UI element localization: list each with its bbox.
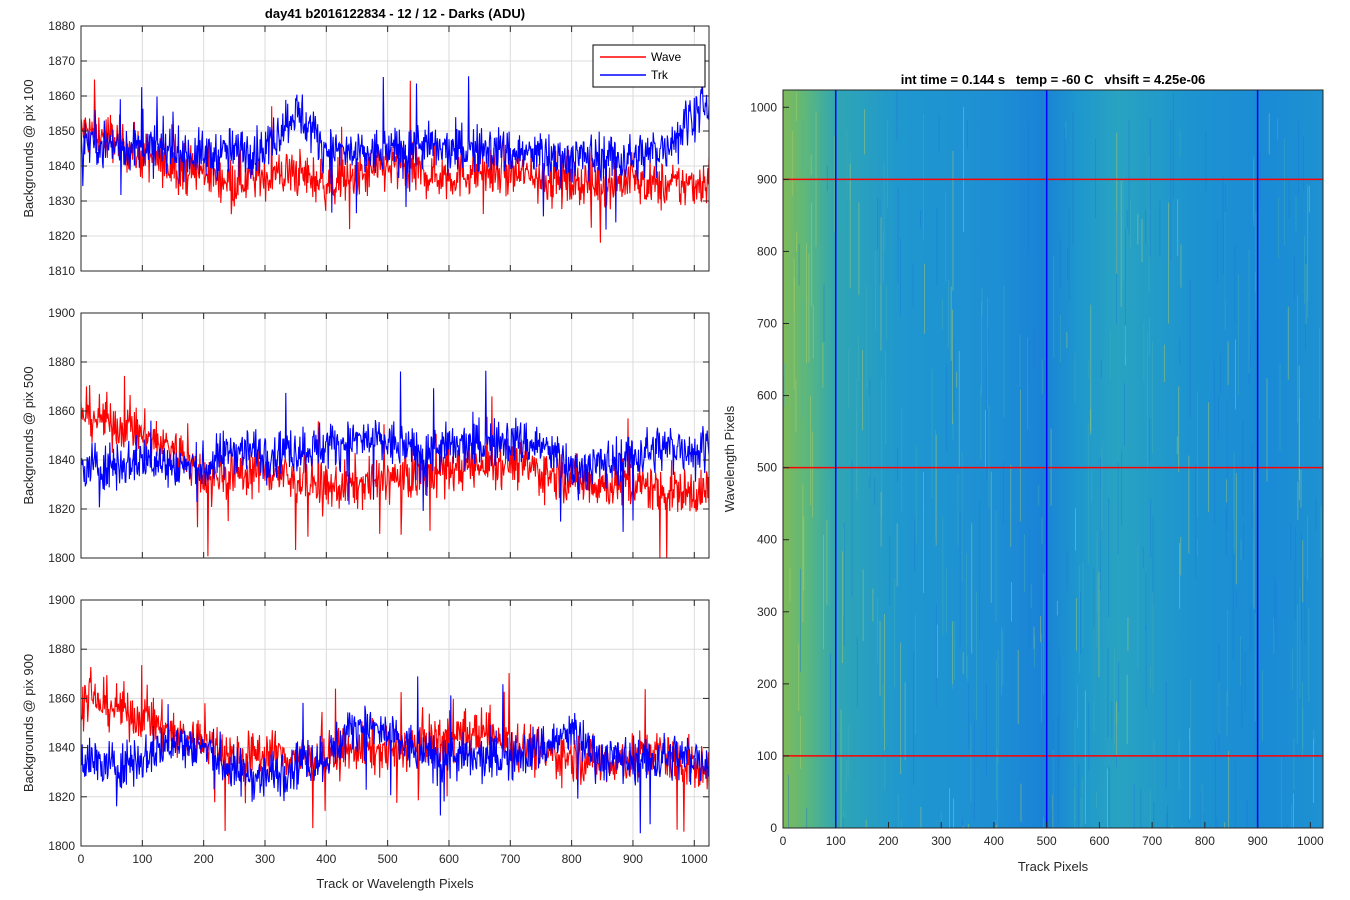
- x-tick-label: 1000: [1297, 834, 1324, 848]
- y-tick-label: 200: [757, 677, 777, 691]
- x-tick-label: 400: [316, 852, 336, 866]
- x-tick-label: 0: [78, 852, 85, 866]
- y-tick-label: 700: [757, 317, 777, 331]
- y-tick-label: 1900: [48, 593, 75, 607]
- y-axis-label: Backgrounds @ pix 900: [21, 654, 36, 792]
- y-tick-label: 1860: [48, 404, 75, 418]
- x-tick-label: 900: [623, 852, 643, 866]
- y-tick-label: 1810: [48, 264, 75, 278]
- y-tick-label: 1000: [750, 100, 777, 114]
- axes-frame: [80, 25, 710, 272]
- x-tick-label: 500: [378, 852, 398, 866]
- legend-trk-label: Trk: [651, 68, 669, 82]
- plot-area: [81, 600, 709, 846]
- y-tick-label: 1800: [48, 839, 75, 853]
- y-tick-label: 400: [757, 533, 777, 547]
- line-panel-2: 1800 1820 1840 1860 1880 1900 Backgrounds @ pi…: [21, 306, 710, 565]
- y-tick-label: 1820: [48, 229, 75, 243]
- x-tick-label: 300: [931, 834, 951, 848]
- y-axis-label: Backgrounds @ pix 500: [21, 366, 36, 504]
- x-tick-label: 600: [1089, 834, 1109, 848]
- heatmap-xlabel: Track Pixels: [1018, 859, 1089, 874]
- y-tick-label: 0: [770, 821, 777, 835]
- series-line-trk: [81, 76, 709, 230]
- legend-wave-label: Wave: [651, 50, 682, 64]
- y-axis-label: Backgrounds @ pix 100: [21, 79, 36, 217]
- heatmap-streaks: [783, 91, 1322, 828]
- y-tick-label: 600: [757, 389, 777, 403]
- y-tick-label: 300: [757, 605, 777, 619]
- y-tick-label: 1840: [48, 453, 75, 467]
- y-tick-label: 1860: [48, 89, 75, 103]
- heatmap-title: int time = 0.144 s temp = -60 C vhsift =…: [901, 72, 1206, 87]
- figure-title: day41 b2016122834 - 12 / 12 - Darks (ADU…: [265, 6, 525, 21]
- y-tick-label: 900: [757, 172, 777, 186]
- y-tick-label: 800: [757, 244, 777, 258]
- x-tick-label: 100: [826, 834, 846, 848]
- x-tick-label: 800: [1195, 834, 1215, 848]
- y-tick-label: 1880: [48, 355, 75, 369]
- x-tick-label: 300: [255, 852, 275, 866]
- y-tick-label: 1830: [48, 194, 75, 208]
- y-tick-label: 1870: [48, 54, 75, 68]
- heatmap-image: [783, 90, 1323, 828]
- x-tick-label: 900: [1248, 834, 1268, 848]
- y-tick-label: 1840: [48, 159, 75, 173]
- y-tick-label: 1820: [48, 790, 75, 804]
- y-tick-label: 500: [757, 461, 777, 475]
- series-line-trk: [81, 676, 709, 834]
- x-tick-label: 800: [562, 852, 582, 866]
- x-tick-label: 100: [132, 852, 152, 866]
- y-tick-label: 1900: [48, 306, 75, 320]
- y-tick-label: 1850: [48, 124, 75, 138]
- x-axis-label: Track or Wavelength Pixels: [316, 876, 474, 891]
- y-tick-label: 1840: [48, 741, 75, 755]
- heatmap-panel: int time = 0.144 s temp = -60 C vhsift =…: [722, 72, 1324, 874]
- x-tick-label: 400: [984, 834, 1004, 848]
- y-tick-label: 100: [757, 749, 777, 763]
- series-line-wave: [81, 79, 709, 243]
- y-tick-label: 1820: [48, 502, 75, 516]
- x-tick-label: 200: [194, 852, 214, 866]
- x-tick-label: 200: [878, 834, 898, 848]
- plot-area: [81, 313, 709, 558]
- x-tick-label: 600: [439, 852, 459, 866]
- axes-frame: [80, 599, 710, 847]
- heatmap-frame: [782, 89, 1324, 829]
- y-tick-label: 1880: [48, 19, 75, 33]
- axes-frame: [80, 312, 710, 559]
- y-tick-label: 1860: [48, 691, 75, 705]
- x-tick-label: 0: [780, 834, 787, 848]
- line-panel-3: 1800 1820 1840 1860 1880 1900 0 100 200 300 400 500…: [21, 593, 710, 891]
- x-tick-label: 700: [500, 852, 520, 866]
- x-tick-label: 500: [1037, 834, 1057, 848]
- x-tick-label: 700: [1142, 834, 1162, 848]
- legend-box: [592, 44, 706, 88]
- y-tick-label: 1880: [48, 642, 75, 656]
- series-line-trk: [81, 370, 709, 532]
- y-tick-label: 1800: [48, 551, 75, 565]
- legend: Wave Trk: [592, 44, 706, 88]
- x-tick-label: 1000: [681, 852, 708, 866]
- heatmap-ylabel: Wavelength Pixels: [722, 405, 737, 512]
